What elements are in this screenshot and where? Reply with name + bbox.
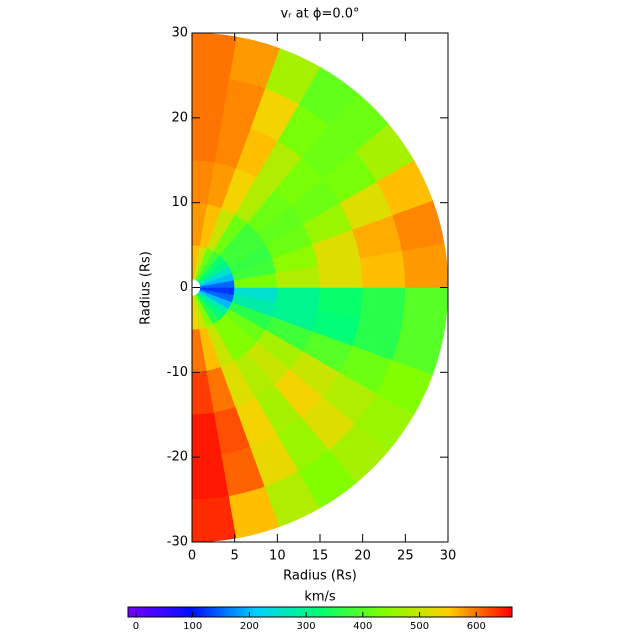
colorbar-tick-label: 300 bbox=[297, 621, 316, 632]
y-tick-label: 30 bbox=[171, 26, 188, 41]
colorbar-tick-label: 500 bbox=[410, 621, 429, 632]
x-tick-label: 30 bbox=[440, 549, 457, 564]
y-tick-label: 0 bbox=[180, 280, 188, 295]
y-tick-label: 10 bbox=[171, 195, 188, 210]
x-tick-label: 25 bbox=[397, 549, 414, 564]
colorbar-tick-label: 100 bbox=[183, 621, 202, 632]
x-tick-label: 5 bbox=[231, 549, 239, 564]
colorbar-label: km/s bbox=[304, 590, 336, 605]
x-axis-label: Radius (Rs) bbox=[283, 569, 357, 584]
y-tick-label: -20 bbox=[167, 450, 188, 465]
heatmap-cell bbox=[191, 32, 237, 79]
colorbar-tick-label: 200 bbox=[240, 621, 259, 632]
y-tick-label: -30 bbox=[167, 535, 188, 550]
colorbar-tick-label: 600 bbox=[467, 621, 486, 632]
colorbar-tick-label: 400 bbox=[353, 621, 372, 632]
y-tick-label: 20 bbox=[171, 110, 188, 125]
x-tick-label: 15 bbox=[312, 549, 329, 564]
x-tick-label: 20 bbox=[354, 549, 371, 564]
x-tick-label: 0 bbox=[188, 549, 196, 564]
heatmap-cell bbox=[401, 287, 449, 333]
y-axis-label: Radius (Rs) bbox=[139, 251, 154, 325]
x-tick-label: 10 bbox=[269, 549, 286, 564]
y-tick-label: -10 bbox=[167, 365, 188, 380]
heatmap-cell bbox=[191, 496, 237, 543]
colorbar bbox=[127, 606, 513, 618]
heatmap-cell bbox=[401, 242, 449, 288]
colorbar-tick-label: 0 bbox=[133, 621, 139, 632]
heatmap bbox=[191, 32, 449, 543]
chart-title: vᵣ at ϕ=0.0° bbox=[280, 7, 359, 22]
